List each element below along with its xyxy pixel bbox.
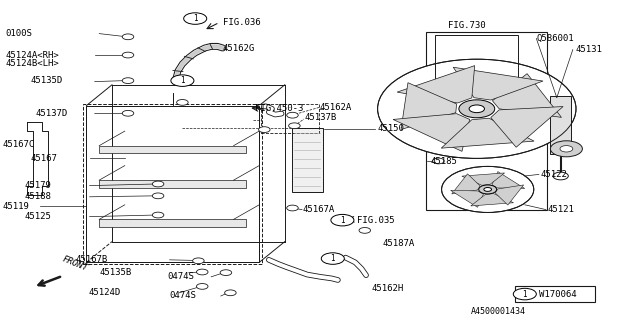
Text: FIG.450-3: FIG.450-3 [255, 104, 303, 113]
Text: 45125: 45125 [24, 212, 51, 221]
Text: 0474S: 0474S [168, 272, 195, 281]
Circle shape [331, 214, 354, 226]
Bar [550, 96, 571, 154]
Circle shape [287, 205, 298, 211]
Text: 1: 1 [193, 14, 198, 23]
Text: FIG.730: FIG.730 [448, 21, 486, 30]
Text: FIG.035: FIG.035 [357, 216, 395, 225]
Circle shape [122, 78, 134, 84]
Bar [426, 32, 547, 210]
Bar [86, 106, 259, 262]
Text: 1: 1 [340, 216, 345, 225]
Circle shape [259, 127, 270, 132]
Polygon shape [451, 190, 483, 207]
Text: 45162A: 45162A [320, 103, 352, 112]
Polygon shape [492, 172, 525, 188]
Text: 45124D: 45124D [88, 288, 120, 297]
Text: 45188: 45188 [24, 192, 51, 201]
Circle shape [333, 216, 345, 222]
Polygon shape [495, 185, 524, 205]
Circle shape [177, 100, 188, 105]
Circle shape [442, 166, 534, 212]
Circle shape [225, 290, 236, 296]
Circle shape [479, 185, 497, 194]
Circle shape [459, 100, 495, 118]
Text: W170064: W170064 [539, 290, 577, 299]
Circle shape [321, 253, 344, 264]
Text: 45167: 45167 [31, 154, 58, 163]
Circle shape [560, 146, 573, 152]
Polygon shape [462, 173, 504, 185]
Circle shape [122, 34, 134, 40]
Circle shape [122, 52, 134, 58]
Circle shape [152, 193, 164, 199]
Polygon shape [393, 114, 470, 151]
Text: 45121: 45121 [548, 205, 575, 214]
Text: A4500001434: A4500001434 [470, 307, 525, 316]
Text: 1: 1 [330, 254, 335, 263]
Circle shape [359, 228, 371, 233]
Text: 45131: 45131 [576, 45, 603, 54]
Circle shape [550, 141, 582, 157]
Circle shape [378, 59, 576, 158]
Text: 45137D: 45137D [35, 109, 67, 118]
Text: 45122: 45122 [541, 170, 568, 179]
Polygon shape [491, 107, 563, 147]
Circle shape [152, 212, 164, 218]
Polygon shape [492, 74, 561, 117]
Bar [292, 128, 323, 192]
Circle shape [193, 258, 204, 264]
Circle shape [196, 284, 208, 289]
Circle shape [196, 269, 208, 275]
Polygon shape [453, 67, 543, 100]
Circle shape [433, 158, 444, 164]
Bar [515, 286, 595, 302]
Text: Q586001: Q586001 [536, 34, 574, 43]
Circle shape [171, 75, 194, 86]
Text: 45167A: 45167A [302, 205, 334, 214]
Text: 45124A<RH>: 45124A<RH> [5, 51, 59, 60]
Text: 1: 1 [180, 76, 185, 85]
Circle shape [553, 172, 568, 180]
Text: 45135B: 45135B [99, 268, 131, 277]
Circle shape [287, 112, 298, 118]
Bar [83, 104, 262, 264]
Text: 0100S: 0100S [5, 29, 32, 38]
Text: 45135D: 45135D [31, 76, 63, 85]
Text: 45167B: 45167B [76, 255, 108, 264]
Polygon shape [401, 83, 456, 130]
Circle shape [122, 110, 134, 116]
Text: 45137B: 45137B [305, 113, 337, 122]
Polygon shape [471, 194, 513, 206]
Text: 45162G: 45162G [223, 44, 255, 53]
Text: FIG.036: FIG.036 [223, 18, 260, 27]
Text: 1: 1 [522, 290, 527, 299]
Text: 45185: 45185 [430, 157, 457, 166]
Text: 45119: 45119 [3, 202, 29, 211]
Text: 45150: 45150 [378, 124, 404, 133]
Text: 0474S: 0474S [170, 292, 196, 300]
Circle shape [184, 13, 207, 24]
Circle shape [289, 123, 300, 129]
Bar [99, 180, 246, 188]
Bar [261, 104, 319, 133]
Text: 45187A: 45187A [383, 239, 415, 248]
Polygon shape [397, 66, 475, 103]
Bar [99, 220, 246, 227]
Bar [99, 146, 246, 153]
Circle shape [152, 181, 164, 187]
Text: 45179: 45179 [24, 181, 51, 190]
Circle shape [220, 270, 232, 276]
Text: FRONT: FRONT [61, 254, 89, 273]
Polygon shape [452, 174, 480, 194]
Bar [86, 106, 259, 262]
Circle shape [513, 288, 536, 300]
Bar [435, 35, 518, 122]
Text: 45167C: 45167C [3, 140, 35, 149]
Text: 45162H: 45162H [371, 284, 403, 293]
Circle shape [484, 188, 492, 191]
Polygon shape [441, 118, 534, 148]
Circle shape [469, 105, 484, 113]
Text: 45124B<LH>: 45124B<LH> [5, 59, 59, 68]
